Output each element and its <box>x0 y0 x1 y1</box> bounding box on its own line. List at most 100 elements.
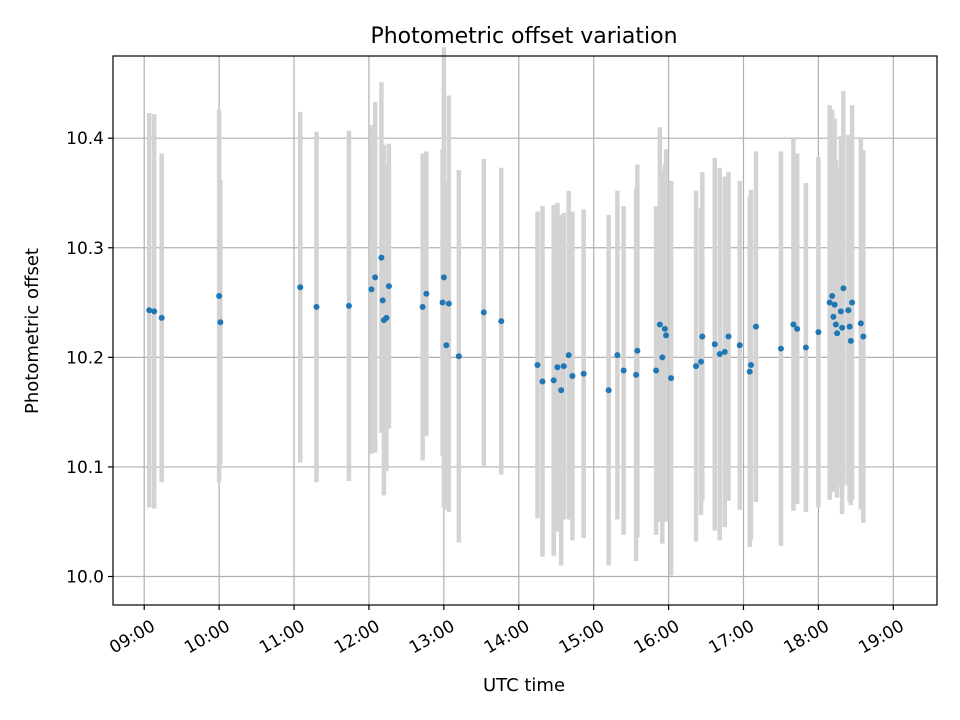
data-point <box>790 321 797 328</box>
x-tick-label: 15:00 <box>556 616 608 658</box>
data-point <box>345 302 352 309</box>
y-tick-label: 10.0 <box>66 568 104 588</box>
data-point <box>569 372 576 379</box>
data-point <box>216 292 223 299</box>
data-point <box>539 378 546 385</box>
data-points <box>146 254 867 394</box>
data-point <box>439 299 446 306</box>
y-tick-label: 10.4 <box>66 129 104 149</box>
data-point <box>423 290 430 297</box>
data-point <box>620 367 627 374</box>
y-tick-label: 10.3 <box>66 239 104 259</box>
x-tick-label: 12:00 <box>331 616 383 658</box>
x-tick-label: 19:00 <box>855 616 907 658</box>
plot-frame <box>112 55 938 606</box>
data-point <box>794 325 801 332</box>
data-point <box>560 363 567 370</box>
data-point <box>699 333 706 340</box>
data-point <box>659 354 666 361</box>
data-point <box>633 371 640 378</box>
data-point <box>725 333 732 340</box>
data-point <box>860 333 867 340</box>
data-point <box>445 300 452 307</box>
data-point <box>480 309 487 316</box>
data-point <box>372 274 379 281</box>
data-point <box>534 362 541 369</box>
data-point <box>736 342 743 349</box>
data-point <box>668 375 675 382</box>
data-point <box>752 323 759 330</box>
data-point <box>554 364 561 371</box>
data-point <box>565 352 572 359</box>
x-tick-label: 18:00 <box>780 616 832 658</box>
data-point <box>698 358 705 365</box>
data-point <box>746 368 753 375</box>
data-point <box>747 362 754 369</box>
y-axis-ticks: 10.0 10.1 10.2 10.3 10.4 <box>66 129 113 588</box>
data-point <box>857 320 864 327</box>
data-point <box>217 319 224 326</box>
data-point <box>550 377 557 384</box>
data-point <box>440 274 447 281</box>
x-axis-label: UTC time <box>483 675 565 696</box>
data-point <box>815 329 822 336</box>
data-point <box>849 299 856 306</box>
data-point <box>383 314 390 321</box>
data-point <box>558 387 565 394</box>
data-point <box>693 363 700 370</box>
data-point <box>605 387 612 394</box>
x-tick-label: 11:00 <box>256 616 308 658</box>
data-point <box>498 318 505 325</box>
data-point <box>847 337 854 344</box>
x-tick-label: 17:00 <box>706 616 758 658</box>
data-point <box>711 341 718 348</box>
y-tick-label: 10.1 <box>66 458 104 478</box>
data-point <box>829 292 836 299</box>
y-axis-label: Photometric offset <box>22 248 43 414</box>
data-point <box>443 342 450 349</box>
data-point <box>721 348 728 355</box>
x-tick-label: 14:00 <box>481 616 533 658</box>
data-point <box>663 332 670 339</box>
data-point <box>385 283 392 290</box>
grid-lines <box>113 56 937 605</box>
y-tick-label: 10.2 <box>66 348 104 368</box>
data-point <box>837 308 844 315</box>
data-point <box>634 347 641 354</box>
x-tick-label: 13:00 <box>406 616 458 658</box>
data-point <box>845 307 852 314</box>
error-bars <box>146 47 866 576</box>
data-point <box>831 301 838 308</box>
data-point <box>151 308 158 315</box>
data-point <box>661 325 668 332</box>
data-point <box>580 370 587 377</box>
x-tick-label: 09:00 <box>106 616 158 658</box>
x-tick-label: 16:00 <box>631 616 683 658</box>
data-point <box>826 299 833 306</box>
data-point <box>840 285 847 292</box>
chart-title: Photometric offset variation <box>370 24 677 49</box>
data-point <box>614 352 621 359</box>
data-point <box>777 345 784 352</box>
data-point <box>419 303 426 310</box>
data-point <box>158 314 165 321</box>
data-point <box>830 313 837 320</box>
data-point <box>146 307 153 314</box>
x-tick-label: 10:00 <box>181 616 233 658</box>
data-point <box>297 284 304 291</box>
data-point <box>455 353 462 360</box>
data-point <box>846 323 853 330</box>
data-point <box>368 286 375 293</box>
data-point <box>834 330 841 337</box>
data-point <box>313 303 320 310</box>
x-axis-ticks: 09:00 10:00 11:00 12:00 13:00 14:00 15:00 16:00… <box>106 605 908 658</box>
data-point <box>656 321 663 328</box>
data-point <box>379 297 386 304</box>
data-point <box>832 321 839 328</box>
data-point <box>378 254 385 261</box>
data-point <box>716 351 723 358</box>
data-point <box>839 324 846 331</box>
data-point <box>802 344 809 351</box>
data-point <box>653 367 660 374</box>
